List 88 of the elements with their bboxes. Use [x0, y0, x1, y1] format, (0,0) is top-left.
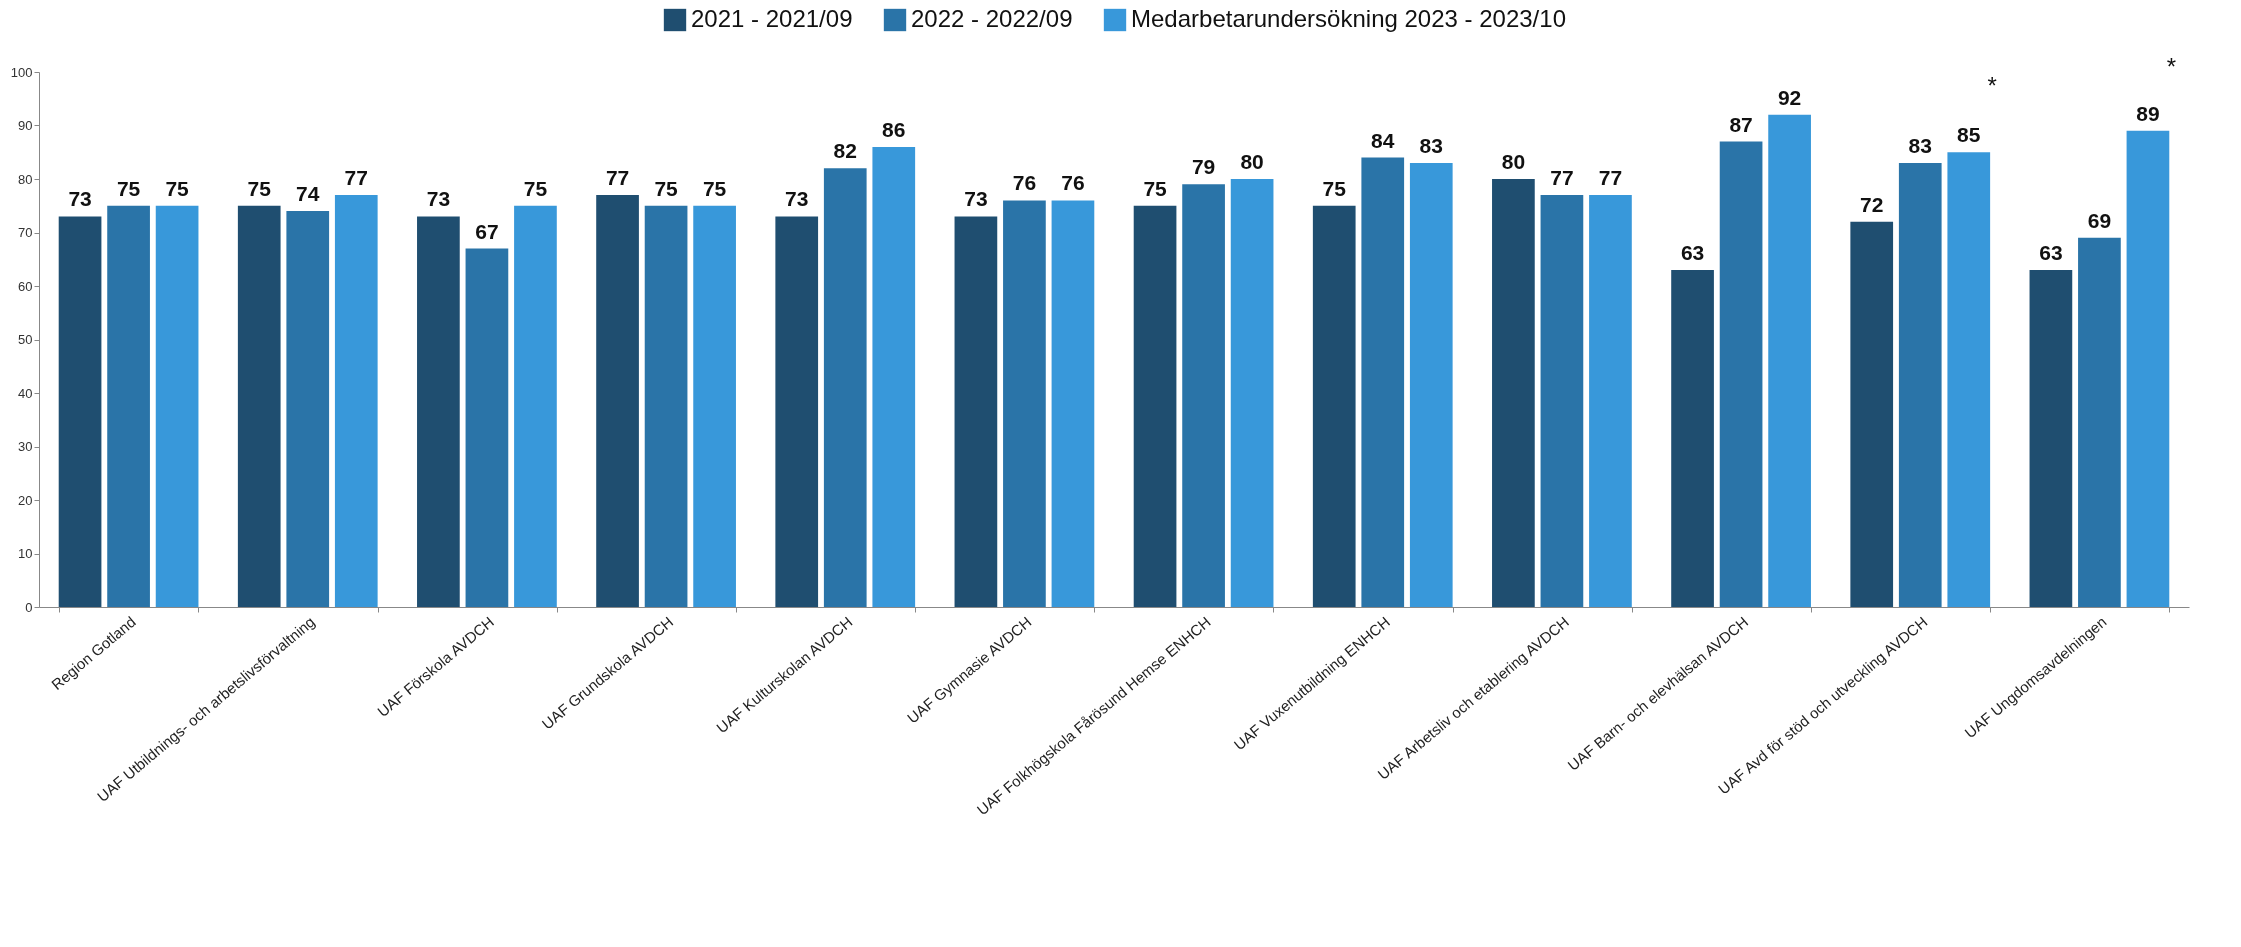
bar	[1182, 184, 1225, 607]
y-tick-label: 40	[18, 385, 33, 401]
bar	[334, 195, 378, 607]
y-tick-label: 60	[18, 278, 33, 294]
data-label: 63	[1680, 240, 1705, 264]
data-label: 73	[68, 187, 92, 211]
bar	[1003, 200, 1046, 607]
bar	[286, 211, 330, 607]
bar	[58, 216, 102, 607]
data-label: 82	[833, 139, 857, 163]
bar	[644, 205, 688, 607]
data-label: 80	[1501, 150, 1526, 173]
y-tick-label: 30	[18, 439, 33, 454]
bar	[1719, 141, 1763, 607]
bar	[823, 168, 867, 607]
data-label: 86	[882, 117, 906, 141]
bar	[1850, 221, 1894, 607]
data-label: 79	[1191, 155, 1216, 179]
data-label: 76	[1061, 171, 1085, 195]
bar	[417, 216, 460, 607]
bar	[237, 205, 281, 607]
bar	[1361, 157, 1405, 607]
bar	[2029, 269, 2073, 607]
data-label: 63	[2039, 240, 2063, 264]
annotation: *	[1987, 71, 1997, 99]
data-label: 77	[1598, 166, 1623, 190]
bar	[1409, 162, 1453, 607]
bar	[1947, 152, 1991, 607]
data-label: 75	[1143, 176, 1168, 200]
data-label: 89	[2136, 101, 2160, 125]
data-label: 87	[1729, 112, 1753, 136]
legend-label: 2022 - 2022/09	[911, 5, 1073, 32]
bar	[1671, 269, 1714, 607]
data-label: 85	[1957, 123, 1981, 147]
data-label: 76	[1012, 171, 1037, 195]
bar	[2126, 130, 2170, 607]
data-label: 77	[344, 166, 368, 190]
data-label: 75	[702, 176, 727, 200]
data-label: 75	[1322, 176, 1347, 200]
data-label: 75	[247, 176, 272, 200]
y-tick-label: 50	[18, 332, 33, 347]
bar	[465, 248, 509, 607]
bar	[1540, 195, 1584, 607]
bar	[872, 146, 916, 607]
data-label: 75	[523, 176, 548, 200]
bar	[1492, 179, 1535, 607]
data-label: 77	[605, 166, 630, 190]
data-label: 75	[654, 176, 679, 200]
data-label: 74	[296, 182, 320, 206]
bar	[693, 205, 736, 607]
legend-label: Medarbetarundersökning 2023 - 2023/10	[1131, 5, 1566, 32]
data-label: 77	[1550, 166, 1574, 190]
y-tick-label: 0	[25, 599, 33, 615]
bar	[514, 205, 557, 607]
bar	[775, 216, 819, 607]
annotation: *	[2166, 53, 2177, 81]
y-tick-label: 10	[18, 546, 33, 561]
y-tick-label: 90	[18, 118, 33, 133]
data-label: 73	[426, 187, 451, 211]
bar	[1230, 179, 1274, 607]
data-label: 83	[1419, 133, 1443, 157]
data-label: 75	[116, 176, 141, 200]
data-label: 73	[964, 187, 988, 211]
bar	[1898, 162, 1942, 607]
legend-label: 2021 - 2021/09	[691, 5, 853, 32]
y-tick-label: 80	[18, 171, 33, 187]
bar	[1312, 205, 1356, 607]
bar	[107, 205, 150, 607]
data-label: 67	[475, 219, 499, 243]
data-label: 92	[1777, 85, 1802, 109]
data-label: 83	[1908, 133, 1932, 157]
bar	[2078, 237, 2121, 607]
data-label: 80	[1240, 150, 1264, 173]
data-label: 84	[1371, 128, 1395, 152]
bar	[954, 216, 998, 607]
bar	[1768, 114, 1811, 607]
y-tick-label: 70	[18, 225, 33, 240]
data-label: 75	[165, 176, 190, 200]
y-tick-label: 100	[10, 64, 33, 80]
bar	[1133, 205, 1177, 607]
bar	[1589, 195, 1632, 607]
data-label: 72	[1860, 192, 1884, 216]
data-label: 73	[785, 187, 809, 211]
bar	[155, 205, 199, 607]
y-tick-label: 20	[18, 492, 33, 508]
bar	[1051, 200, 1095, 607]
bar	[596, 195, 639, 607]
data-label: 69	[2087, 208, 2112, 232]
